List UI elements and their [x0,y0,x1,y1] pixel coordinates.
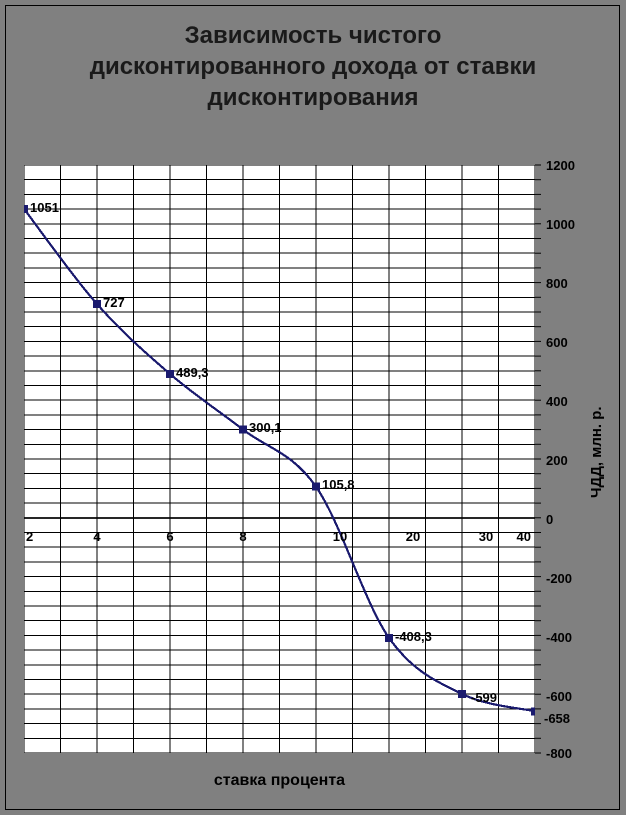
svg-text:1000: 1000 [546,217,575,232]
svg-text:0: 0 [546,512,553,527]
svg-text:8: 8 [239,529,246,544]
svg-text:200: 200 [546,453,568,468]
svg-text:800: 800 [546,276,568,291]
svg-text:20: 20 [406,529,420,544]
svg-text:-600: -600 [546,689,572,704]
svg-text:30: 30 [479,529,493,544]
svg-text:-400: -400 [546,630,572,645]
svg-text:1200: 1200 [546,158,575,173]
svg-text:-200: -200 [546,571,572,586]
svg-text:10: 10 [333,529,347,544]
svg-text:-658: -658 [544,711,570,726]
svg-text:1051: 1051 [30,200,59,215]
svg-text:400: 400 [546,394,568,409]
svg-text:300,1: 300,1 [249,420,282,435]
svg-text:-408,3: -408,3 [395,629,432,644]
svg-text:489,3: 489,3 [176,365,209,380]
svg-text:727: 727 [103,295,125,310]
svg-text:600: 600 [546,335,568,350]
svg-text:-800: -800 [546,746,572,761]
svg-text:-599: -599 [471,690,497,705]
svg-text:6: 6 [166,529,173,544]
svg-text:40: 40 [517,529,531,544]
svg-text:105,8: 105,8 [322,477,355,492]
svg-text:4: 4 [93,529,101,544]
svg-text:2: 2 [26,529,33,544]
